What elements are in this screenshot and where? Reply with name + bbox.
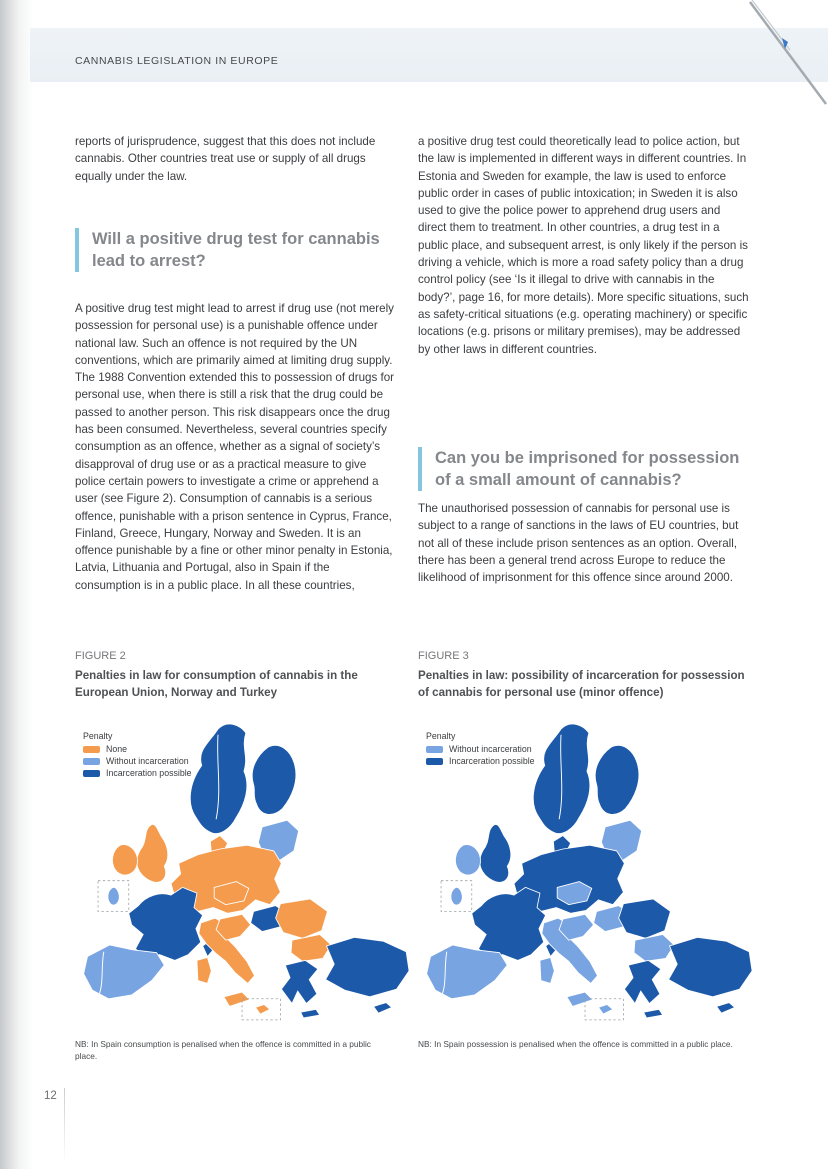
- legend-title: Penalty: [426, 731, 456, 741]
- figure-3: FIGURE 3 Penalties in law: possibility o…: [418, 650, 754, 1059]
- page-number: 12: [44, 1090, 57, 1102]
- map-region-ireland: [112, 844, 138, 876]
- legend-swatch-icon: [426, 745, 443, 753]
- legend-item: Without incarceration: [426, 744, 535, 754]
- figure-note: NB: In Spain consumption is penalised wh…: [75, 1039, 371, 1061]
- pencil-icon: [748, 0, 828, 105]
- map-region-turkey: [324, 936, 410, 998]
- legend-swatch-icon: [83, 769, 100, 777]
- section-heading-imprisonment: Can you be imprisoned for possession of …: [418, 447, 758, 491]
- section-heading-drug-test: Will a positive drug test for cannabis l…: [75, 228, 405, 272]
- paragraph: A positive drug test might lead to arres…: [75, 302, 395, 592]
- figure-title: Penalties in law: possibility of incarce…: [418, 669, 745, 699]
- footer-rule: [64, 1088, 65, 1164]
- country-border-line: [215, 734, 220, 820]
- map-region-cyprus: [715, 1002, 736, 1014]
- figure-label: FIGURE 2: [75, 650, 126, 662]
- map-region-malta: [597, 1004, 614, 1015]
- legend-items: None Without incarceration Incarceration p…: [83, 744, 192, 778]
- left-column-body: A positive drug test might lead to arres…: [75, 300, 397, 594]
- legend-title: Penalty: [83, 731, 113, 741]
- europe-map: [83, 723, 410, 1021]
- paragraph: a positive drug test could theoretically…: [418, 135, 749, 356]
- scan-edge-shadow: [0, 0, 34, 1169]
- map-region-bulgaria: [290, 933, 332, 962]
- map-region-scandinavia: [189, 723, 297, 834]
- legend-label: Incarceration possible: [449, 756, 535, 766]
- map-region-romania: [275, 898, 328, 939]
- page-header-band: CANNABIS LEGISLATION IN EUROPE: [30, 28, 828, 82]
- paragraph: reports of jurisprudence, suggest that t…: [75, 135, 376, 183]
- section-heading-text: Can you be imprisoned for possession of …: [435, 449, 740, 489]
- country-border-line: [98, 951, 105, 996]
- heading-accent-bar: [418, 447, 422, 491]
- legend-item: Without incarceration: [83, 756, 192, 766]
- europe-map: [426, 723, 753, 1021]
- legend-item: Incarceration possible: [83, 768, 192, 778]
- map-region-greece: [623, 959, 664, 1019]
- map-region-czech: [556, 881, 593, 906]
- map-region-iberia: [83, 944, 165, 1000]
- heading-accent-bar: [75, 228, 79, 272]
- figure-3-map-area: Penalty Without incarceration Incarcerati…: [418, 717, 754, 1029]
- legend-label: None: [106, 744, 128, 754]
- figure-note: NB: In Spain possession is penalised whe…: [418, 1039, 733, 1049]
- legend-label: Without incarceration: [106, 756, 189, 766]
- map-region-luxembourg: [450, 886, 463, 906]
- map-region-bulgaria: [633, 933, 675, 962]
- map-region-ireland: [455, 844, 481, 876]
- section-heading-text: Will a positive drug test for cannabis l…: [92, 230, 380, 270]
- map-region-scandinavia: [532, 723, 640, 834]
- figure-label: FIGURE 3: [418, 650, 469, 662]
- legend-swatch-icon: [83, 757, 100, 765]
- map-region-croatia-slovenia: [215, 913, 252, 941]
- map-region-greece: [280, 959, 321, 1019]
- country-border-line: [441, 951, 448, 996]
- map-region-uk: [136, 823, 169, 883]
- legend-item: Incarceration possible: [426, 756, 535, 766]
- figure-title: Penalties in law for consumption of cann…: [75, 669, 358, 699]
- legend-swatch-icon: [426, 757, 443, 765]
- luxembourg-inset-box: [440, 880, 473, 912]
- right-column-body: The unauthorised possession of cannabis …: [418, 500, 752, 586]
- map-region-iberia: [426, 944, 508, 1000]
- map-region-malta: [254, 1004, 271, 1015]
- map-legend: Penalty None Without incarceration Incarce…: [83, 731, 192, 780]
- map-region-turkey: [667, 936, 753, 998]
- legend-items: Without incarceration Incarceration possi…: [426, 744, 535, 766]
- luxembourg-inset-box: [97, 880, 130, 912]
- figure-2-map-area: Penalty None Without incarceration Incarce…: [75, 717, 411, 1029]
- legend-label: Incarceration possible: [106, 768, 192, 778]
- paragraph: The unauthorised possession of cannabis …: [418, 502, 739, 585]
- right-column: a positive drug test could theoretically…: [418, 133, 750, 358]
- country-border-line: [558, 734, 563, 820]
- figure-2: FIGURE 2 Penalties in law for consumptio…: [75, 650, 411, 1070]
- running-header: CANNABIS LEGISLATION IN EUROPE: [75, 55, 279, 67]
- map-region-czech: [213, 881, 250, 906]
- left-column: reports of jurisprudence, suggest that t…: [75, 133, 395, 185]
- legend-item: None: [83, 744, 192, 754]
- legend-swatch-icon: [83, 745, 100, 753]
- map-region-cyprus: [372, 1002, 393, 1014]
- map-legend: Penalty Without incarceration Incarcerati…: [426, 731, 535, 768]
- map-region-romania: [618, 898, 671, 939]
- legend-label: Without incarceration: [449, 744, 532, 754]
- map-region-uk: [479, 823, 512, 883]
- map-region-croatia-slovenia: [558, 913, 595, 941]
- map-region-luxembourg: [107, 886, 120, 906]
